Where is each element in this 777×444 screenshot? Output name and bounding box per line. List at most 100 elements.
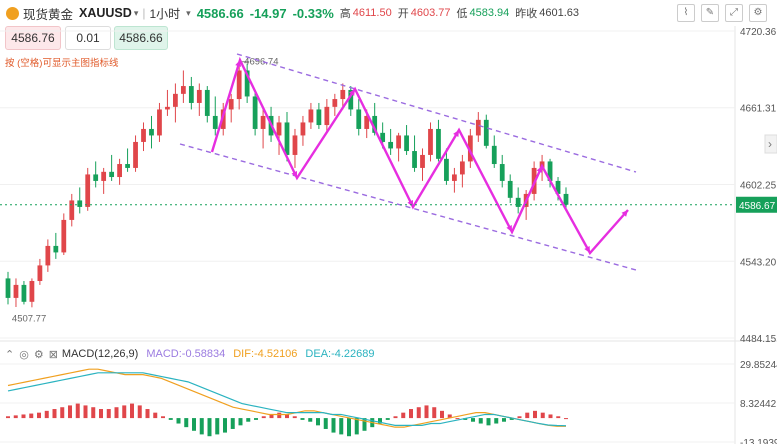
macd-histogram-bar xyxy=(502,418,506,422)
collapse-arrow-icon: › xyxy=(768,137,772,151)
macd-histogram-bar xyxy=(316,418,320,426)
candle-body xyxy=(252,96,258,129)
macd-histogram-bar xyxy=(393,416,398,419)
candle-body xyxy=(212,115,218,129)
macd-histogram-bar xyxy=(145,409,150,419)
candle-body xyxy=(157,109,162,136)
candle-body xyxy=(316,109,322,126)
settings-icon[interactable]: ⚙ xyxy=(33,348,44,361)
macd-histogram-bar xyxy=(168,418,173,420)
last-price: 4586.66 xyxy=(196,5,244,21)
candle-body xyxy=(483,119,489,146)
macd-histogram-bar xyxy=(300,418,305,420)
y-tick-label: 4720.36 xyxy=(740,27,777,38)
arrow-head xyxy=(453,130,459,137)
candle-body xyxy=(412,151,417,168)
candle-body xyxy=(499,164,505,181)
prev-close-value: 4601.63 xyxy=(539,7,580,19)
macd-tick-label: -13.19395 xyxy=(740,438,777,444)
candle-body xyxy=(555,180,561,194)
candle-body xyxy=(61,219,67,253)
symbol-code[interactable]: XAUUSD xyxy=(79,6,132,20)
macd-histogram-bar xyxy=(223,418,227,433)
candle-body xyxy=(125,164,130,168)
divider: | xyxy=(142,6,146,20)
price-change-pct: -0.33% xyxy=(292,5,334,21)
candle-body xyxy=(260,115,266,129)
candle-body xyxy=(380,132,386,142)
settings-icon[interactable]: ⚙ xyxy=(749,4,767,22)
timeframe-dropdown-icon[interactable]: ▾ xyxy=(186,7,191,18)
ask-price-button[interactable]: 4586.66 xyxy=(114,26,168,50)
candle-body xyxy=(507,180,513,198)
candle-body xyxy=(141,128,146,142)
macd-histogram-bar xyxy=(409,409,413,419)
macd-histogram-bar xyxy=(339,418,344,435)
symbol-header: 现货黄金 XAUUSD ▾ | 1小时 ▾ 4586.66 -14.97 -0.… xyxy=(0,0,777,26)
macd-histogram-bar xyxy=(122,405,127,419)
macd-histogram-bar xyxy=(285,414,289,419)
fullscreen-icon[interactable]: ⤢ xyxy=(725,4,743,22)
high-label: 高 xyxy=(339,8,351,20)
macd-histogram-bar xyxy=(556,416,561,419)
macd-histogram-bar xyxy=(533,410,537,419)
macd-histogram-bar xyxy=(75,403,80,419)
low-value: 4583.94 xyxy=(469,7,510,19)
collapse-panel-icon xyxy=(764,134,777,154)
macd-histogram-bar xyxy=(192,418,196,431)
y-tick-label: 4602.25 xyxy=(740,181,777,192)
eye-icon[interactable]: ◎ xyxy=(19,348,29,361)
macd-histogram-bar xyxy=(378,418,382,424)
symbol-dropdown-icon[interactable]: ▾ xyxy=(133,7,139,18)
candle-body xyxy=(180,86,186,94)
lots-input[interactable]: 0.01 xyxy=(65,26,111,50)
candle-body xyxy=(444,158,449,181)
candle-body xyxy=(420,154,425,168)
candle-body xyxy=(276,122,282,136)
macd-histogram-bar xyxy=(238,418,243,426)
bid-price-button[interactable]: 4586.76 xyxy=(5,26,61,50)
macd-histogram-bar xyxy=(83,405,88,419)
candle-body xyxy=(563,193,569,205)
macd-histogram-bar xyxy=(362,418,367,431)
macd-histogram-bar xyxy=(447,414,452,419)
macd-histogram-bar xyxy=(60,407,65,419)
dif-line xyxy=(7,368,567,428)
candle-body xyxy=(204,89,210,116)
candle-body xyxy=(109,171,115,178)
indicator-icon[interactable]: ⌇ xyxy=(677,4,695,22)
macd-histogram-bar xyxy=(440,410,444,419)
macd-histogram-bar xyxy=(331,418,336,433)
close-icon[interactable]: ⊠ xyxy=(48,348,58,361)
channel-lower xyxy=(179,143,637,271)
macd-histogram-bar xyxy=(308,418,313,422)
candle-body xyxy=(396,135,401,149)
macd-histogram-bar xyxy=(52,409,57,419)
candle-body xyxy=(292,135,298,155)
candle-body xyxy=(117,164,122,178)
candle-body xyxy=(53,245,59,253)
chart-toolbar: ⌇ ✎ ⤢ ⚙ xyxy=(677,4,767,22)
candle-body xyxy=(29,281,35,302)
open-label: 开 xyxy=(397,8,409,20)
open-value: 4603.77 xyxy=(410,7,451,19)
candle-body xyxy=(149,128,154,136)
macd-histogram-bar xyxy=(91,407,96,419)
candle-body xyxy=(165,106,170,110)
macd-histogram-bar xyxy=(269,414,274,419)
arrow-head xyxy=(235,60,242,67)
macd-histogram-bar xyxy=(323,418,328,429)
prev-close-label: 昨收 xyxy=(515,8,538,20)
candle-body xyxy=(101,171,107,181)
macd-histogram-bar xyxy=(292,416,297,419)
dea-value: DEA:-4.22689 xyxy=(305,348,375,360)
expand-icon[interactable]: ⌃ xyxy=(5,348,15,361)
timeframe-selector[interactable]: 1小时 xyxy=(149,6,181,21)
current-price-label: 4586.67 xyxy=(739,201,776,212)
candle-body xyxy=(388,141,394,149)
edit-icon[interactable]: ✎ xyxy=(701,4,719,22)
macd-histogram-bar xyxy=(184,418,189,428)
macd-histogram-bar xyxy=(548,414,553,419)
symbol-name[interactable]: 现货黄金 xyxy=(23,7,74,22)
